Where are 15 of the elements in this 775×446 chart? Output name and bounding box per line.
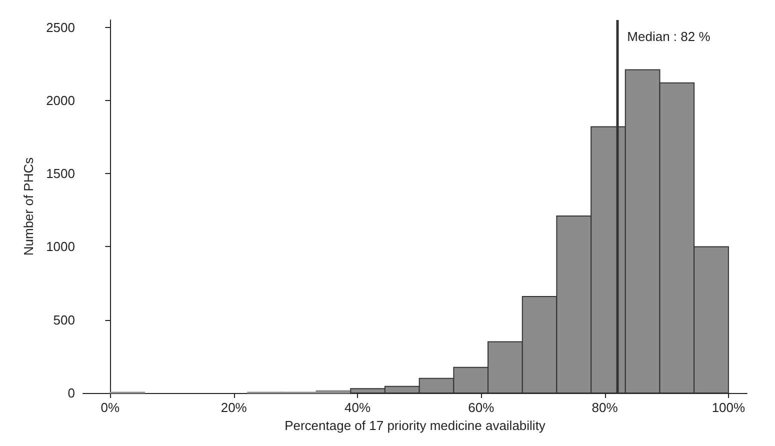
x-tick-label: 80%: [592, 400, 618, 415]
y-tick-label: 1500: [46, 166, 75, 182]
x-tick-label: 60%: [468, 400, 495, 415]
y-axis-title: Number of PHCs: [21, 156, 36, 256]
x-tick-label: 20%: [220, 400, 248, 415]
y-tick-label: 500: [53, 312, 75, 328]
y-tick-label: 0: [68, 386, 75, 400]
y-tick-label: 2500: [46, 20, 75, 35]
x-tick-label: 40%: [344, 400, 371, 415]
ref-line-label: Median : 82 %: [627, 29, 711, 44]
y-tick-label: 2000: [46, 92, 75, 108]
y-tick-label: 1000: [46, 239, 75, 254]
x-tick-label: 100%: [712, 400, 746, 415]
x-tick-label: 0%: [100, 400, 120, 415]
x-axis-title: Percentage of 17 priority medicine availability: [284, 418, 546, 433]
